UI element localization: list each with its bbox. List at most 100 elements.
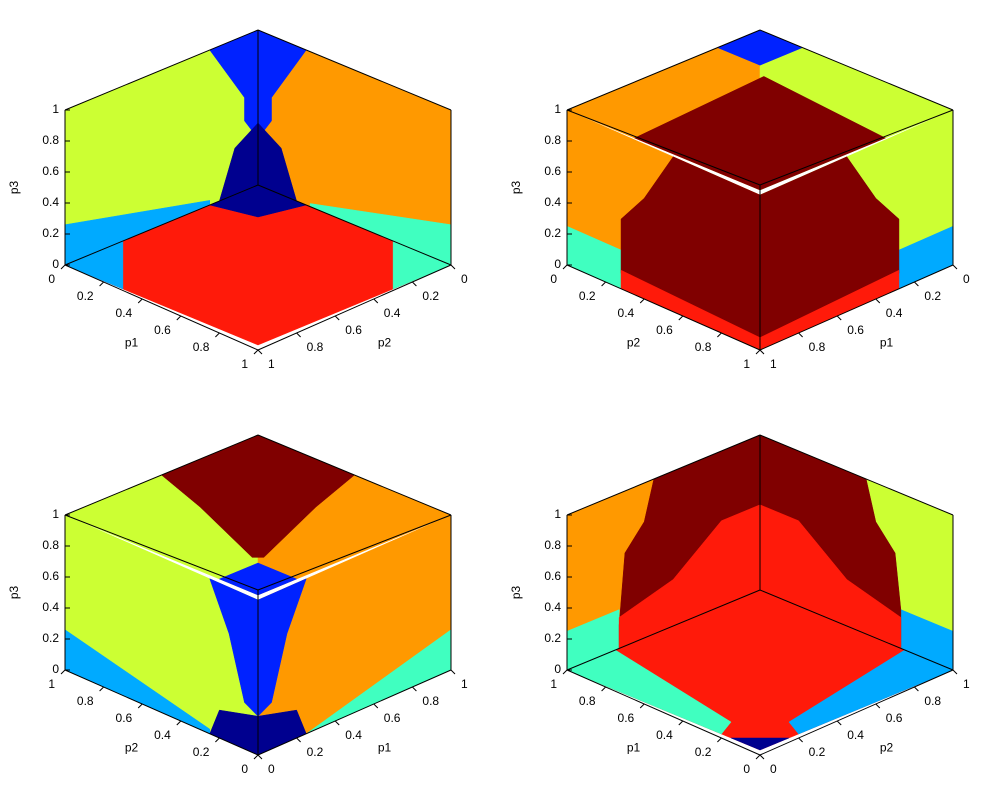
- cube-edge: [64, 669, 259, 756]
- tick-label: 0.2: [42, 226, 59, 240]
- tick-label: 0.2: [579, 289, 596, 303]
- tick-mark: [373, 298, 379, 304]
- tick-label: 0.6: [847, 323, 864, 337]
- tick-mark: [875, 298, 881, 304]
- tick-mark: [798, 332, 803, 338]
- region: [730, 737, 790, 751]
- tick-label: 0.2: [924, 289, 941, 303]
- cube-edge: [759, 434, 954, 516]
- tick-label: 0: [268, 762, 275, 776]
- tick-label: 0.4: [544, 600, 561, 614]
- cube-plot: 0 0.2 0.4 0.6 0.8 1 p3 0 0.2 0.4 0.6 0.8 1 p2 0 0.2 0.4 0…: [7, 434, 468, 776]
- tick-label: 0: [48, 272, 55, 286]
- tick-mark: [717, 737, 722, 743]
- tick-label: 0: [461, 272, 468, 286]
- tick-label: 0.4: [544, 195, 561, 209]
- tick-label: 0.8: [809, 340, 826, 354]
- region: [257, 709, 307, 756]
- tick-label: 0.2: [193, 745, 210, 759]
- tick-mark: [639, 703, 645, 709]
- tick-label: 0.6: [154, 323, 171, 337]
- tick-mark: [952, 264, 958, 270]
- tick-label: 1: [52, 507, 59, 521]
- tick-mark: [639, 298, 645, 304]
- tick-mark: [334, 315, 340, 321]
- tick-label: 0.8: [193, 340, 210, 354]
- cube-edge: [64, 264, 259, 351]
- tick-label: 1: [770, 357, 777, 371]
- cube-edge: [257, 29, 452, 111]
- tick-label: 0: [554, 257, 561, 271]
- tick-label: 0.2: [544, 226, 561, 240]
- axis-label: p1: [880, 336, 894, 350]
- tick-mark: [257, 754, 263, 760]
- tick-mark: [253, 349, 259, 355]
- tick-mark: [717, 332, 722, 338]
- cube-edge: [64, 184, 259, 266]
- axis-label: p3: [509, 586, 523, 600]
- tick-mark: [914, 686, 919, 692]
- cube-edge: [257, 264, 452, 351]
- tick-label: 0: [52, 662, 59, 676]
- tick-mark: [296, 332, 301, 338]
- cube-edge: [257, 514, 452, 591]
- tick-label: 1: [241, 357, 248, 371]
- cube-edge: [566, 109, 761, 186]
- axis-label: p3: [7, 181, 21, 195]
- tick-label: 0.6: [345, 323, 362, 337]
- tick-label: 1: [554, 507, 561, 521]
- tick-label: 0.8: [544, 133, 561, 147]
- tick-mark: [215, 332, 220, 338]
- tick-mark: [759, 754, 765, 760]
- tick-label: 1: [743, 357, 750, 371]
- tick-label: 0.4: [116, 306, 133, 320]
- tick-mark: [450, 669, 456, 675]
- tick-mark: [755, 349, 761, 355]
- tick-label: 0.2: [77, 289, 94, 303]
- tick-mark: [601, 686, 606, 692]
- tick-label: 0.8: [77, 694, 94, 708]
- tick-mark: [678, 720, 684, 726]
- axis-label: p3: [7, 586, 21, 600]
- tick-mark: [176, 315, 182, 321]
- tick-mark: [450, 264, 456, 270]
- tick-mark: [412, 281, 417, 287]
- tick-mark: [334, 720, 340, 726]
- cube-edge: [566, 669, 761, 756]
- tick-label: 0.6: [656, 323, 673, 337]
- tick-mark: [60, 669, 66, 675]
- axis-label: p2: [880, 741, 894, 755]
- tick-mark: [60, 264, 66, 270]
- tick-mark: [759, 349, 765, 355]
- tick-label: 0.2: [42, 631, 59, 645]
- tick-label: 0: [52, 257, 59, 271]
- tick-mark: [875, 703, 881, 709]
- tick-label: 1: [461, 677, 468, 691]
- tick-mark: [137, 703, 143, 709]
- cube-edge: [257, 184, 452, 266]
- tick-label: 0.6: [42, 164, 59, 178]
- cube-edge: [566, 589, 761, 671]
- tick-label: 0.2: [695, 745, 712, 759]
- cube-edge: [64, 434, 259, 516]
- cube-edge: [759, 264, 954, 351]
- tick-mark: [836, 315, 842, 321]
- tick-label: 0.4: [847, 728, 864, 742]
- tick-label: 0.4: [656, 728, 673, 742]
- tick-label: 0.8: [42, 538, 59, 552]
- cube-edge: [759, 109, 954, 186]
- tick-label: 0.8: [924, 694, 941, 708]
- axis-label: p1: [378, 741, 392, 755]
- tick-label: 0.8: [42, 133, 59, 147]
- tick-mark: [137, 298, 143, 304]
- tick-label: 1: [52, 102, 59, 116]
- tick-label: 0.6: [886, 711, 903, 725]
- region: [161, 434, 355, 558]
- tick-mark: [412, 686, 417, 692]
- axis-label: p1: [125, 336, 139, 350]
- tick-label: 0: [550, 272, 557, 286]
- tick-label: 0.2: [544, 631, 561, 645]
- cube-edge: [64, 514, 259, 591]
- tick-mark: [836, 720, 842, 726]
- axis-label: p2: [378, 336, 392, 350]
